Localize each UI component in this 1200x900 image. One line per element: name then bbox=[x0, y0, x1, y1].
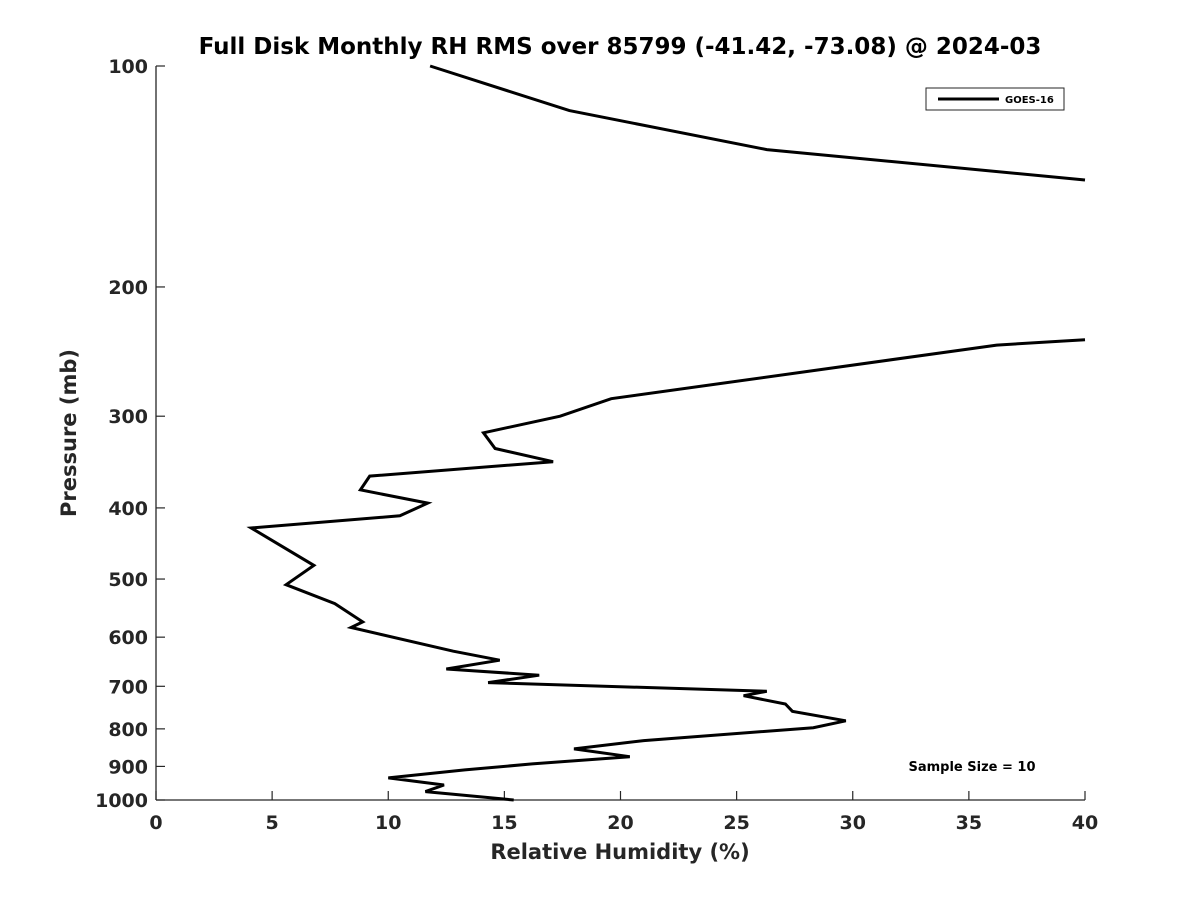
y-ticks: 100 200 300 400 500 600 700 800 900 1000 bbox=[95, 56, 165, 812]
y-tick-label: 800 bbox=[108, 719, 148, 741]
y-tick-label: 500 bbox=[108, 569, 148, 591]
x-tick-label: 35 bbox=[956, 812, 982, 834]
x-tick-label: 40 bbox=[1072, 812, 1098, 834]
y-tick-label: 300 bbox=[108, 406, 148, 428]
y-tick-label: 100 bbox=[108, 56, 148, 78]
y-tick-label: 1000 bbox=[95, 790, 148, 812]
series-lines bbox=[246, 64, 1086, 802]
plot-area: 0 5 10 15 20 25 30 35 40 100 200 300 400 500 600 700 80… bbox=[95, 56, 1098, 834]
y-tick-label: 900 bbox=[108, 756, 148, 778]
x-tick-label: 5 bbox=[266, 812, 279, 834]
legend: GOES-16 bbox=[925, 87, 1065, 111]
x-ticks: 0 5 10 15 20 25 30 35 40 bbox=[149, 791, 1098, 834]
x-tick-label: 10 bbox=[375, 812, 401, 834]
x-axis-label: Relative Humidity (%) bbox=[490, 840, 749, 864]
y-tick-label: 400 bbox=[108, 498, 148, 520]
x-tick-label: 25 bbox=[723, 812, 749, 834]
x-tick-label: 20 bbox=[607, 812, 633, 834]
chart-title: Full Disk Monthly RH RMS over 85799 (-41… bbox=[199, 34, 1042, 60]
y-tick-label: 600 bbox=[108, 627, 148, 649]
series-line-goes-16 bbox=[246, 64, 1086, 802]
y-tick-label: 200 bbox=[108, 277, 148, 299]
x-tick-label: 30 bbox=[840, 812, 866, 834]
y-axis-label: Pressure (mb) bbox=[57, 349, 81, 517]
sample-size-annotation: Sample Size = 10 bbox=[908, 760, 1035, 775]
x-tick-label: 15 bbox=[491, 812, 517, 834]
legend-label-goes-16: GOES-16 bbox=[1005, 95, 1054, 106]
y-tick-label: 700 bbox=[108, 676, 148, 698]
x-tick-label: 0 bbox=[149, 812, 162, 834]
